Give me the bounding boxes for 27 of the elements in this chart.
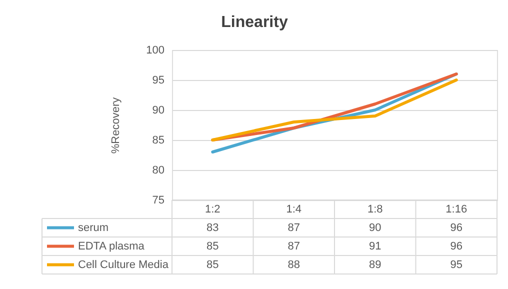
data-label: 83 <box>206 222 219 234</box>
data-label: 87 <box>288 222 300 234</box>
x-tick-label: 1:8 <box>367 204 383 216</box>
legend-label: serum <box>78 222 109 234</box>
y-tick-label: 90 <box>152 104 164 116</box>
chart-title: Linearity <box>221 14 288 31</box>
data-label: 85 <box>206 240 219 252</box>
y-tick-label: 85 <box>152 134 164 146</box>
x-tick-label: 1:16 <box>446 204 468 216</box>
legend-label: EDTA plasma <box>78 240 146 252</box>
x-tick-label: 1:4 <box>286 204 302 216</box>
x-tick-label: 1:2 <box>204 204 220 216</box>
y-axis-title: %Recovery <box>110 96 122 154</box>
legend-label: Cell Culture Media <box>78 258 170 271</box>
data-label: 91 <box>369 240 382 252</box>
y-tick-label: 80 <box>152 164 164 176</box>
data-label: 88 <box>288 258 300 271</box>
data-label: 89 <box>369 258 382 271</box>
y-tick-label: 95 <box>152 74 164 86</box>
data-label: 85 <box>206 258 219 271</box>
y-tick-label: 75 <box>152 194 164 206</box>
data-label: 96 <box>450 222 462 234</box>
data-label: 96 <box>450 240 462 252</box>
y-tick-label: 100 <box>146 44 164 56</box>
data-label: 95 <box>450 258 462 271</box>
data-label: 90 <box>369 222 382 234</box>
data-label: 87 <box>288 240 300 252</box>
